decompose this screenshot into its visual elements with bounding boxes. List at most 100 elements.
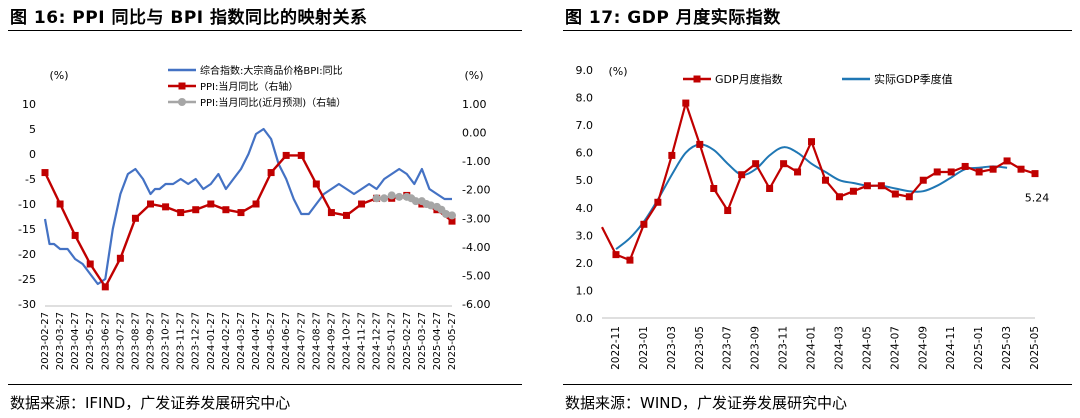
ppi-data-point — [327, 209, 335, 217]
ppi-data-point — [222, 206, 230, 214]
gdp-y-tick-label: 1.0 — [576, 284, 594, 297]
ppi-data-point — [116, 254, 124, 262]
ppi-data-point — [101, 283, 109, 291]
gdp-y-tick-label: 5.0 — [576, 174, 594, 187]
x-tick-label: 2023-10-27 — [161, 312, 172, 370]
right-source-rule — [563, 384, 1072, 385]
gdp-x-tick-label: 2023-05 — [694, 326, 706, 370]
x-tick-label: 2023-04-27 — [70, 312, 81, 370]
gdp-x-tick-label: 2023-07 — [722, 326, 734, 370]
legend-forecast-label: PPI:当月同比(近月预测)（右轴） — [200, 96, 346, 109]
gdp-x-tick-label: 2024-11 — [945, 326, 957, 370]
x-tick-label: 2024-11-27 — [357, 312, 368, 370]
gdp-x-tick-label: 2024-03 — [833, 326, 845, 370]
x-tick-label: 2024-02-27 — [221, 312, 232, 370]
gdp-x-tick-label: 2025-05 — [1029, 326, 1041, 370]
bpi-yoy-series-line — [43, 127, 452, 286]
monthly-gdp-data-point — [1017, 165, 1025, 173]
right-chart-panel: 图 17: GDP 月度实际指数 (%) 9.0 8.0 7.0 6.0 5.0 4.0 3.… — [555, 0, 1080, 418]
legend-bpi-label: 综合指数:大宗商品价格BPI:同比 — [200, 64, 343, 77]
ppi-forecast-point — [372, 194, 381, 203]
monthly-gdp-data-point — [682, 99, 690, 107]
legend-ppi-marker — [178, 82, 186, 90]
x-tick-label: 2024-10-27 — [341, 312, 352, 370]
gdp-y-tick-label: 9.0 — [576, 64, 594, 77]
right-y-tick-label: -2.00 — [462, 184, 490, 197]
gdp-y-tick-label: 8.0 — [576, 92, 594, 105]
gdp-x-tick-label: 2025-03 — [1001, 326, 1013, 370]
legend-ppi-label: PPI:当月同比（右轴） — [200, 80, 298, 93]
right-y-tick-label: 1.00 — [462, 98, 487, 111]
x-tick-label: 2024-07-27 — [296, 312, 307, 370]
gdp-x-tick-label: 2024-01 — [806, 326, 818, 370]
x-tick-label: 2024-01-27 — [206, 312, 217, 370]
ppi-forecast-point — [411, 197, 420, 206]
left-y-tick-label: -5 — [25, 173, 36, 186]
monthly-gdp-data-point — [1031, 170, 1039, 178]
monthly-gdp-data-point — [849, 187, 857, 195]
x-tick-label: 2025-03-27 — [417, 312, 428, 370]
gdp-y-tick-label: 2.0 — [576, 257, 594, 270]
x-tick-label: 2024-09-27 — [326, 312, 337, 370]
x-tick-label: 2023-02-27 — [40, 312, 51, 370]
ppi-forecast-point — [387, 191, 396, 200]
monthly-gdp-data-point — [877, 182, 885, 190]
ppi-bpi-chart: (%) (%) 10 5 0 -5 -10 -15 -20 -25 -30 1.00 0.00 -1.00… — [18, 64, 490, 370]
monthly-gdp-data-point — [640, 220, 648, 228]
gdp-x-tick-label: 2023-11 — [778, 326, 790, 370]
legend-monthly-label: GDP月度指数 — [715, 72, 783, 86]
ppi-data-point — [297, 151, 305, 159]
right-y-tick-label: -5.00 — [462, 269, 490, 282]
gdp-x-tick-label: 2024-09 — [917, 326, 929, 370]
x-tick-label: 2024-03-27 — [236, 312, 247, 370]
ppi-forecast-point — [395, 192, 404, 201]
right-y-tick-label: -3.00 — [462, 212, 490, 225]
ppi-forecast-point — [380, 194, 389, 203]
left-source-rule — [8, 384, 522, 385]
monthly-gdp-data-point — [919, 176, 927, 184]
monthly-gdp-data-point — [766, 184, 774, 192]
left-y-tick-label: 5 — [29, 123, 36, 136]
right-axis-unit: (%) — [464, 69, 483, 82]
left-axis-unit: (%) — [49, 69, 68, 82]
ppi-data-point — [448, 217, 456, 225]
monthly-gdp-data-point — [612, 251, 620, 259]
ppi-data-point — [162, 203, 170, 211]
right-chart-title: 图 17: GDP 月度实际指数 — [565, 8, 781, 28]
right-source-note: 数据来源：WIND，广发证券发展研究中心 — [565, 394, 848, 412]
monthly-gdp-data-point — [905, 193, 913, 201]
left-y-tick-label: -10 — [18, 198, 36, 211]
left-y-tick-label: -20 — [18, 248, 36, 261]
ppi-data-point — [177, 209, 185, 217]
ppi-forecast-point — [448, 211, 456, 220]
ppi-data-point — [252, 200, 260, 208]
right-y-tick-label: -6.00 — [462, 298, 490, 311]
monthly-gdp-data-point — [975, 168, 983, 176]
x-tick-label: 2024-06-27 — [281, 312, 292, 370]
monthly-gdp-data-point — [696, 140, 704, 148]
ppi-data-point — [56, 200, 64, 208]
ppi-data-point — [41, 169, 49, 177]
monthly-gdp-data-point — [961, 162, 969, 170]
ppi-data-point — [192, 206, 200, 214]
x-tick-label: 2023-06-27 — [100, 312, 111, 370]
ppi-data-point — [207, 200, 215, 208]
monthly-gdp-data-point — [780, 160, 788, 168]
left-chart-title: 图 16: PPI 同比与 BPI 指数同比的映射关系 — [10, 8, 368, 28]
left-chart-panel: 图 16: PPI 同比与 BPI 指数同比的映射关系 (%) (%) 10 5 0 -5… — [0, 0, 530, 418]
gdp-y-tick-label: 4.0 — [576, 202, 594, 215]
gdp-y-tick-label: 3.0 — [576, 229, 594, 242]
x-tick-label: 2025-02-27 — [402, 312, 413, 370]
ppi-data-point — [358, 200, 366, 208]
gdp-monthly-chart: (%) 9.0 8.0 7.0 6.0 5.0 4.0 3.0 2.0 1.0 0.0 2022-11… — [576, 64, 1050, 370]
ppi-data-point — [86, 260, 94, 268]
ppi-data-point — [312, 180, 320, 188]
left-y-tick-label: -30 — [18, 298, 36, 311]
x-tick-label: 2024-08-27 — [311, 312, 322, 370]
x-tick-label: 2023-12-27 — [191, 312, 202, 370]
x-tick-label: 2023-08-27 — [130, 312, 141, 370]
last-value-label: 5.24 — [1025, 192, 1050, 205]
x-tick-label: 2023-09-27 — [146, 312, 157, 370]
legend-quarterly-label: 实际GDP季度值 — [874, 72, 953, 86]
ppi-forecast-point — [441, 210, 450, 218]
